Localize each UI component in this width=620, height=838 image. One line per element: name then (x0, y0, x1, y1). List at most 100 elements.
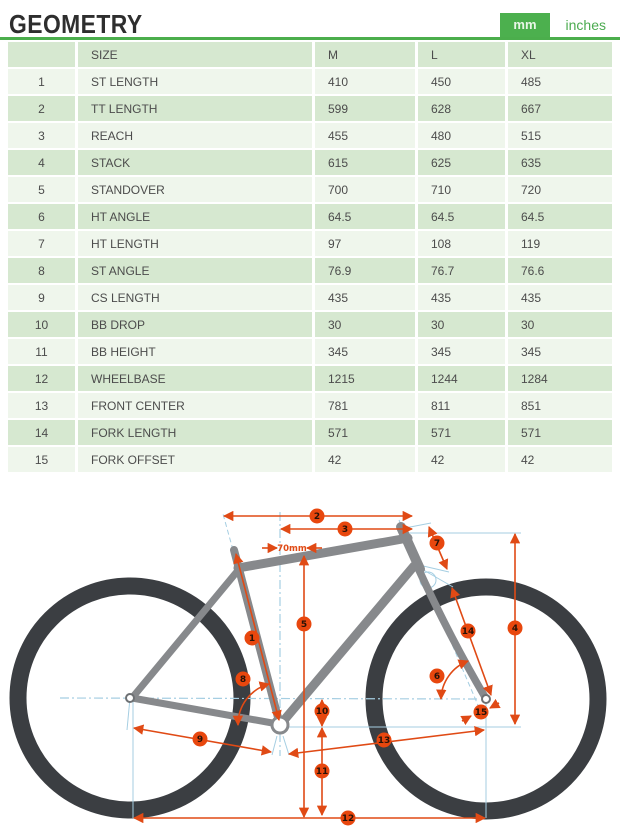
geometry-table: SIZE M L XL 1 ST LENGTH 410 450 485 2 TT LENGTH 59… (5, 40, 615, 474)
row-label: WHEELBASE (78, 366, 312, 391)
svg-text:2: 2 (314, 512, 320, 522)
table-row: 4 STACK 615 625 635 (8, 150, 612, 175)
row-number: 9 (8, 285, 75, 310)
unit-toggle: mm inches (500, 13, 608, 37)
value-m: 435 (315, 285, 415, 310)
table-row: 5 STANDOVER 700 710 720 (8, 177, 612, 202)
row-number: 3 (8, 123, 75, 148)
dimension-badge-1: 1 (244, 630, 260, 646)
value-xl: 64.5 (508, 204, 612, 229)
row-label: BB HEIGHT (78, 339, 312, 364)
row-number: 2 (8, 96, 75, 121)
value-l: 108 (418, 231, 505, 256)
value-m: 599 (315, 96, 415, 121)
row-label: BB DROP (78, 312, 312, 337)
column-header-m: M (315, 42, 415, 67)
dimension-badge-9: 9 (192, 731, 208, 747)
row-label: HT ANGLE (78, 204, 312, 229)
value-l: 42 (418, 447, 505, 472)
row-number: 6 (8, 204, 75, 229)
table-row: 7 HT LENGTH 97 108 119 (8, 231, 612, 256)
value-l: 811 (418, 393, 505, 418)
value-m: 64.5 (315, 204, 415, 229)
value-m: 76.9 (315, 258, 415, 283)
value-l: 1244 (418, 366, 505, 391)
row-label: TT LENGTH (78, 96, 312, 121)
value-xl: 485 (508, 69, 612, 94)
dimension-badge-11: 11 (314, 763, 330, 779)
value-m: 345 (315, 339, 415, 364)
row-number: 15 (8, 447, 75, 472)
row-label: CS LENGTH (78, 285, 312, 310)
value-l: 571 (418, 420, 505, 445)
value-m: 571 (315, 420, 415, 445)
svg-text:7: 7 (434, 539, 440, 549)
value-m: 781 (315, 393, 415, 418)
table-row: 15 FORK OFFSET 42 42 42 (8, 447, 612, 472)
row-label: HT LENGTH (78, 231, 312, 256)
svg-text:1: 1 (249, 634, 255, 644)
svg-text:13: 13 (378, 736, 391, 746)
svg-text:14: 14 (462, 627, 475, 637)
svg-text:11: 11 (316, 767, 329, 777)
table-row: 11 BB HEIGHT 345 345 345 (8, 339, 612, 364)
row-label: REACH (78, 123, 312, 148)
row-number: 8 (8, 258, 75, 283)
dimension-badge-8: 8 (235, 671, 251, 687)
table-row: 12 WHEELBASE 1215 1244 1284 (8, 366, 612, 391)
value-l: 480 (418, 123, 505, 148)
value-m: 30 (315, 312, 415, 337)
dimension-badge-12: 12 (340, 810, 356, 826)
table-row: 6 HT ANGLE 64.5 64.5 64.5 (8, 204, 612, 229)
svg-text:15: 15 (475, 708, 488, 718)
row-number: 14 (8, 420, 75, 445)
value-m: 410 (315, 69, 415, 94)
svg-text:9: 9 (197, 735, 203, 745)
value-m: 700 (315, 177, 415, 202)
table-row: 8 ST ANGLE 76.9 76.7 76.6 (8, 258, 612, 283)
value-l: 710 (418, 177, 505, 202)
row-number: 11 (8, 339, 75, 364)
svg-text:10: 10 (316, 707, 329, 717)
value-xl: 515 (508, 123, 612, 148)
row-number: 7 (8, 231, 75, 256)
column-header-l: L (418, 42, 505, 67)
svg-text:12: 12 (342, 814, 355, 824)
table-row: 13 FRONT CENTER 781 811 851 (8, 393, 612, 418)
value-l: 625 (418, 150, 505, 175)
dimension-badge-10: 10 (314, 703, 330, 719)
value-xl: 119 (508, 231, 612, 256)
svg-text:4: 4 (512, 624, 518, 634)
table-row: 14 FORK LENGTH 571 571 571 (8, 420, 612, 445)
bottom-bracket (270, 715, 290, 735)
rear-axle (125, 693, 135, 703)
value-xl: 851 (508, 393, 612, 418)
value-m: 1215 (315, 366, 415, 391)
page-header: GEOMETRY mm inches (0, 0, 620, 40)
dimension-badge-14: 14 (460, 623, 476, 639)
value-xl: 571 (508, 420, 612, 445)
row-label: FORK OFFSET (78, 447, 312, 472)
unit-toggle-inches-button[interactable]: inches (564, 17, 608, 37)
value-xl: 42 (508, 447, 612, 472)
value-xl: 635 (508, 150, 612, 175)
row-number: 13 (8, 393, 75, 418)
value-xl: 1284 (508, 366, 612, 391)
row-label: ST ANGLE (78, 258, 312, 283)
dimension-badge-4: 4 (507, 620, 523, 636)
value-l: 628 (418, 96, 505, 121)
unit-toggle-mm-button[interactable]: mm (500, 13, 550, 37)
row-label: FORK LENGTH (78, 420, 312, 445)
table-row: 10 BB DROP 30 30 30 (8, 312, 612, 337)
dimension-badge-13: 13 (376, 732, 392, 748)
value-xl: 30 (508, 312, 612, 337)
seventy-mm-annotation: 70mm (277, 544, 307, 554)
dimension-badge-15: 15 (473, 704, 489, 720)
row-number: 4 (8, 150, 75, 175)
value-l: 30 (418, 312, 505, 337)
dimension-badge-7: 7 (429, 535, 445, 551)
row-number: 10 (8, 312, 75, 337)
